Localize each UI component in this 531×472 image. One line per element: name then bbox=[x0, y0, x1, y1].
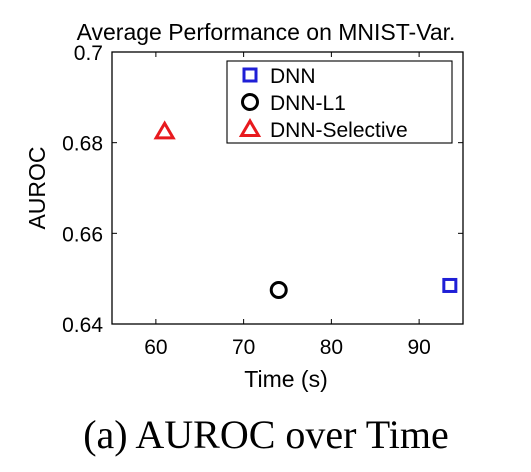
x-tick-label: 90 bbox=[407, 336, 430, 359]
y-tick-label: 0.64 bbox=[62, 314, 103, 337]
y-tick-label: 0.7 bbox=[74, 42, 103, 65]
y-tick-label: 0.68 bbox=[62, 133, 103, 156]
legend-label: DNN-L1 bbox=[270, 92, 346, 115]
legend-marker-dnn-selective bbox=[238, 118, 262, 137]
y-axis-ticks: 0.64 0.66 0.68 0.7 bbox=[62, 42, 463, 337]
figure-caption: (a) AUROC over Time bbox=[83, 412, 449, 457]
y-tick-label: 0.66 bbox=[62, 223, 103, 246]
y-axis-label: AUROC bbox=[24, 146, 50, 229]
legend-box bbox=[226, 60, 453, 144]
data-markers bbox=[153, 120, 458, 299]
chart-title: Average Performance on MNIST-Var. bbox=[77, 19, 456, 45]
legend-marker-dnn-l1 bbox=[241, 93, 259, 111]
plot-area bbox=[111, 51, 464, 325]
x-tick-label: 60 bbox=[144, 336, 167, 359]
data-point-dnn-selective bbox=[153, 120, 176, 140]
x-tick-label: 80 bbox=[320, 336, 343, 359]
legend-label: DNN-Selective bbox=[270, 119, 408, 142]
x-axis-ticks: 60 70 80 90 bbox=[144, 52, 431, 359]
x-tick-label: 70 bbox=[232, 336, 255, 359]
legend: DNN DNN-L1 DNN-Selective bbox=[226, 60, 453, 144]
data-point-dnn bbox=[442, 277, 458, 293]
x-axis-label: Time (s) bbox=[244, 366, 327, 392]
data-point-dnn-l1 bbox=[269, 281, 288, 299]
legend-label: DNN bbox=[270, 65, 316, 88]
legend-items: DNN DNN-L1 DNN-Selective bbox=[238, 65, 408, 142]
legend-marker-dnn bbox=[242, 67, 258, 83]
